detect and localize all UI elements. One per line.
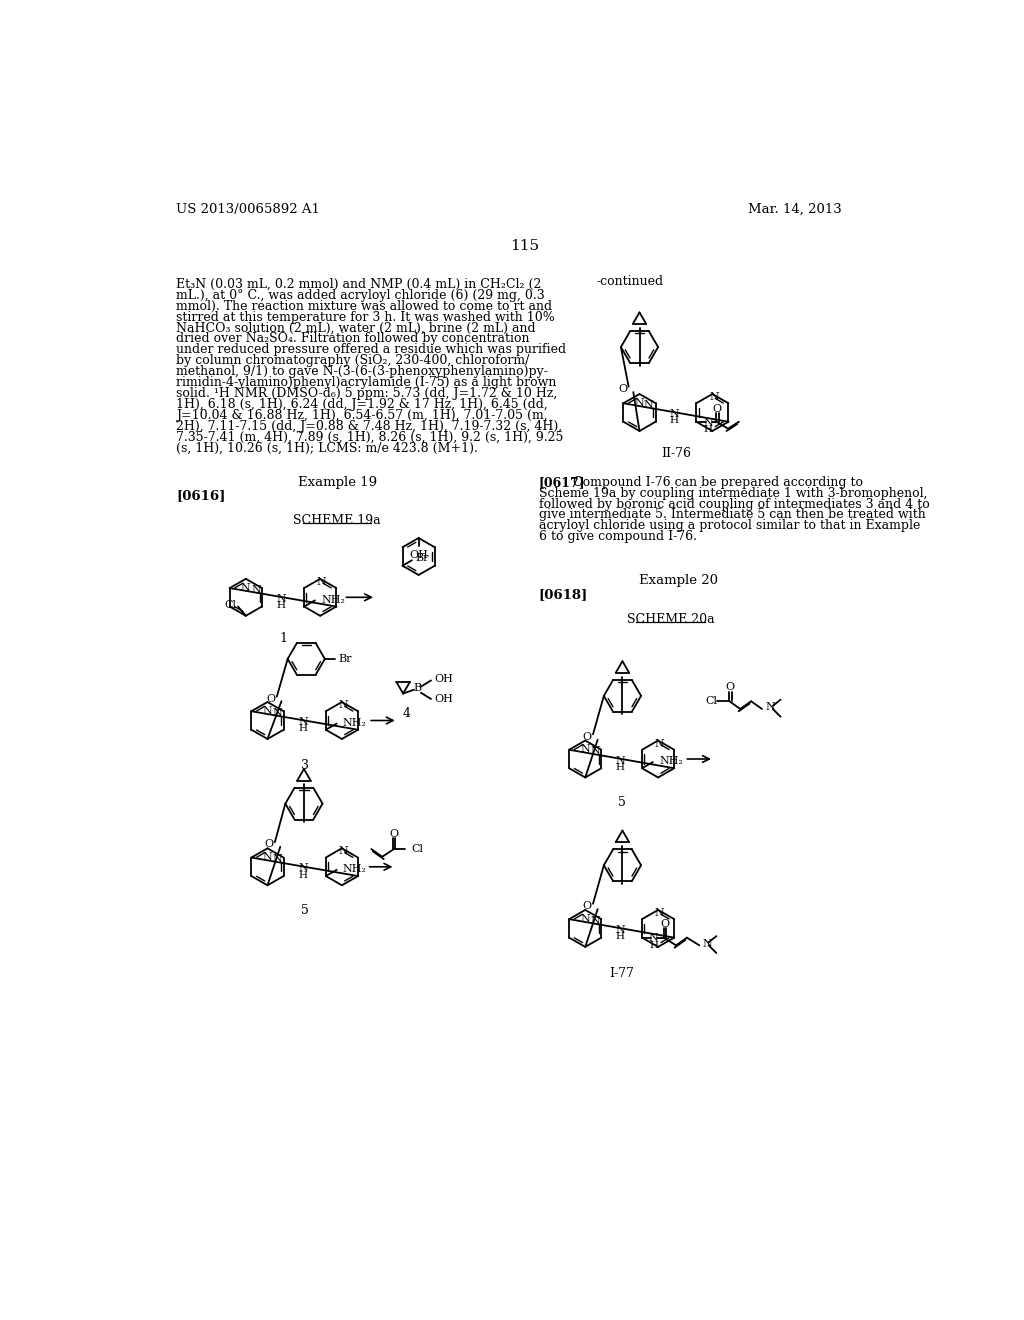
Text: NH₂: NH₂ — [659, 756, 683, 767]
Text: N: N — [615, 755, 625, 766]
Text: 5: 5 — [617, 796, 626, 809]
Text: US 2013/0065892 A1: US 2013/0065892 A1 — [176, 203, 319, 216]
Text: N: N — [276, 594, 287, 603]
Text: I-77: I-77 — [609, 966, 634, 979]
Text: give intermediate 5. Intermediate 5 can then be treated with: give intermediate 5. Intermediate 5 can … — [539, 508, 926, 521]
Text: O: O — [264, 840, 273, 850]
Text: NH₂: NH₂ — [322, 594, 345, 605]
Text: (s, 1H), 10.26 (s, 1H); LCMS: m/e 423.8 (M+1).: (s, 1H), 10.26 (s, 1H); LCMS: m/e 423.8 … — [176, 442, 478, 455]
Text: mL.), at 0° C., was added acryloyl chloride (6) (29 mg, 0.3: mL.), at 0° C., was added acryloyl chlor… — [176, 289, 545, 302]
Text: O: O — [267, 694, 275, 704]
Text: -continued: -continued — [597, 276, 664, 289]
Text: N: N — [703, 417, 713, 428]
Text: NH₂: NH₂ — [343, 718, 367, 727]
Text: H: H — [615, 932, 625, 941]
Text: N: N — [316, 577, 327, 587]
Text: N: N — [590, 746, 600, 756]
Text: under reduced pressure offered a residue which was purified: under reduced pressure offered a residue… — [176, 343, 566, 356]
Text: J=10.04 & 16.88 Hz, 1H), 6.54-6.57 (m, 1H), 7.01-7.05 (m,: J=10.04 & 16.88 Hz, 1H), 6.54-6.57 (m, 1… — [176, 409, 548, 422]
Text: N: N — [581, 913, 590, 924]
Text: II-76: II-76 — [660, 447, 691, 461]
Text: OH: OH — [434, 694, 453, 704]
Text: O: O — [617, 384, 627, 393]
Text: Example 19: Example 19 — [298, 475, 377, 488]
Text: N: N — [765, 702, 775, 713]
Text: 2H), 7.11-7.15 (dd, J=0.88 & 7.48 Hz, 1H), 7.19-7.32 (s, 4H),: 2H), 7.11-7.15 (dd, J=0.88 & 7.48 Hz, 1H… — [176, 420, 562, 433]
Text: N: N — [635, 397, 644, 408]
Text: Et₃N (0.03 mL, 0.2 mmol) and NMP (0.4 mL) in CH₂Cl₂ (2: Et₃N (0.03 mL, 0.2 mmol) and NMP (0.4 mL… — [176, 277, 542, 290]
Text: O: O — [583, 902, 592, 911]
Text: NH₂: NH₂ — [343, 865, 367, 874]
Text: H: H — [276, 602, 286, 610]
Text: Example 20: Example 20 — [639, 574, 718, 587]
Text: N: N — [339, 700, 348, 710]
Text: N: N — [654, 908, 665, 917]
Text: [0616]: [0616] — [176, 490, 225, 503]
Text: O: O — [583, 731, 592, 742]
Text: N: N — [298, 863, 308, 874]
Text: N: N — [339, 846, 348, 857]
Text: H: H — [649, 941, 658, 950]
Text: Compound I-76 can be prepared according to: Compound I-76 can be prepared according … — [572, 475, 863, 488]
Text: Cl: Cl — [705, 696, 717, 706]
Text: N: N — [241, 582, 251, 593]
Text: B: B — [413, 684, 421, 693]
Text: stirred at this temperature for 3 h. It was washed with 10%: stirred at this temperature for 3 h. It … — [176, 310, 555, 323]
Text: N: N — [670, 409, 679, 418]
Text: O: O — [726, 682, 735, 693]
Text: solid. ¹H NMR (DMSO-d₆) 5 ppm: 5.73 (dd, J=1.72 & 10 Hz,: solid. ¹H NMR (DMSO-d₆) 5 ppm: 5.73 (dd,… — [176, 387, 557, 400]
Text: by column chromatography (SiO₂, 230-400, chloroform/: by column chromatography (SiO₂, 230-400,… — [176, 354, 529, 367]
Text: [0618]: [0618] — [539, 589, 588, 601]
Text: 115: 115 — [510, 239, 540, 253]
Text: Br: Br — [415, 553, 428, 564]
Text: SCHEME 20a: SCHEME 20a — [627, 612, 715, 626]
Text: OH: OH — [410, 550, 428, 560]
Text: dried over Na₂SO₄. Filtration followed by concentration: dried over Na₂SO₄. Filtration followed b… — [176, 333, 529, 346]
Text: N: N — [590, 916, 600, 925]
Text: N: N — [649, 933, 658, 944]
Text: N: N — [262, 853, 272, 862]
Text: Cl: Cl — [224, 601, 237, 610]
Text: O: O — [659, 919, 669, 929]
Text: N: N — [654, 739, 665, 748]
Text: H: H — [299, 725, 307, 734]
Text: OH: OH — [434, 675, 453, 684]
Text: 3: 3 — [301, 759, 308, 772]
Text: Br: Br — [339, 653, 352, 664]
Text: 5: 5 — [301, 904, 308, 917]
Text: N: N — [272, 708, 283, 718]
Text: H: H — [703, 425, 713, 434]
Text: N: N — [298, 717, 308, 727]
Text: 6 to give compound I-76.: 6 to give compound I-76. — [539, 531, 696, 544]
Text: O: O — [713, 404, 722, 414]
Text: Mar. 14, 2013: Mar. 14, 2013 — [748, 203, 842, 216]
Text: N: N — [252, 585, 261, 594]
Text: followed by boronic acid coupling of intermediates 3 and 4 to: followed by boronic acid coupling of int… — [539, 498, 930, 511]
Text: mmol). The reaction mixture was allowed to come to rt and: mmol). The reaction mixture was allowed … — [176, 300, 552, 313]
Text: Cl: Cl — [412, 843, 424, 854]
Text: 7.35-7.41 (m, 4H), 7.89 (s, 1H), 8.26 (s, 1H), 9.2 (s, 1H), 9.25: 7.35-7.41 (m, 4H), 7.89 (s, 1H), 8.26 (s… — [176, 430, 563, 444]
Text: N: N — [644, 400, 653, 409]
Text: rimidin-4-ylamino)phenyl)acrylamide (I-75) as a light brown: rimidin-4-ylamino)phenyl)acrylamide (I-7… — [176, 376, 556, 389]
Text: acryloyl chloride using a protocol similar to that in Example: acryloyl chloride using a protocol simil… — [539, 519, 921, 532]
Text: [0617]: [0617] — [539, 475, 586, 488]
Text: N: N — [709, 392, 719, 403]
Text: N: N — [262, 706, 272, 715]
Text: 4: 4 — [403, 708, 411, 721]
Text: Scheme 19a by coupling intermediate 1 with 3-bromophenol,: Scheme 19a by coupling intermediate 1 wi… — [539, 487, 928, 499]
Text: SCHEME 19a: SCHEME 19a — [294, 515, 381, 527]
Text: H: H — [299, 871, 307, 879]
Text: N: N — [272, 854, 283, 865]
Text: 1H), 6.18 (s, 1H), 6.24 (dd, J=1.92 & 17 Hz, 1H), 6.45 (dd,: 1H), 6.18 (s, 1H), 6.24 (dd, J=1.92 & 17… — [176, 399, 548, 411]
Text: N: N — [702, 939, 712, 949]
Text: NaHCO₃ solution (2 mL), water (2 mL), brine (2 mL) and: NaHCO₃ solution (2 mL), water (2 mL), br… — [176, 322, 536, 334]
Text: O: O — [389, 829, 398, 838]
Text: H: H — [615, 763, 625, 772]
Text: methanol, 9/1) to gave N-(3-(6-(3-phenoxyphenylamino)py-: methanol, 9/1) to gave N-(3-(6-(3-phenox… — [176, 366, 548, 379]
Text: N: N — [581, 744, 590, 754]
Text: 1: 1 — [279, 632, 287, 645]
Text: H: H — [670, 417, 679, 425]
Text: N: N — [615, 925, 625, 935]
